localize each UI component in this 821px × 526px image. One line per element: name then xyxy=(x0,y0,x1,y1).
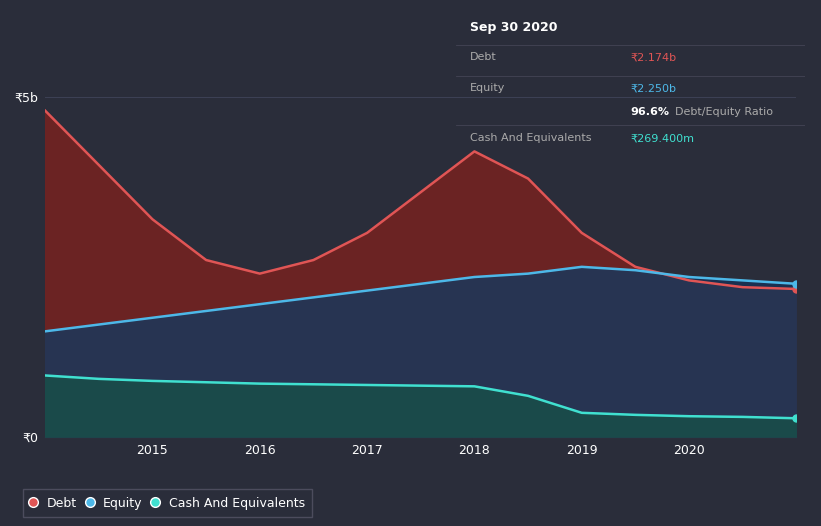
Legend: Debt, Equity, Cash And Equivalents: Debt, Equity, Cash And Equivalents xyxy=(23,489,312,517)
Text: Debt: Debt xyxy=(470,53,497,63)
Text: Sep 30 2020: Sep 30 2020 xyxy=(470,22,557,34)
Text: Debt/Equity Ratio: Debt/Equity Ratio xyxy=(676,107,773,117)
Text: ₹269.400m: ₹269.400m xyxy=(631,133,694,143)
Text: ₹2.174b: ₹2.174b xyxy=(631,53,677,63)
Text: Equity: Equity xyxy=(470,84,505,94)
Text: Cash And Equivalents: Cash And Equivalents xyxy=(470,133,591,143)
Text: 96.6%: 96.6% xyxy=(631,107,669,117)
Text: ₹2.250b: ₹2.250b xyxy=(631,84,677,94)
